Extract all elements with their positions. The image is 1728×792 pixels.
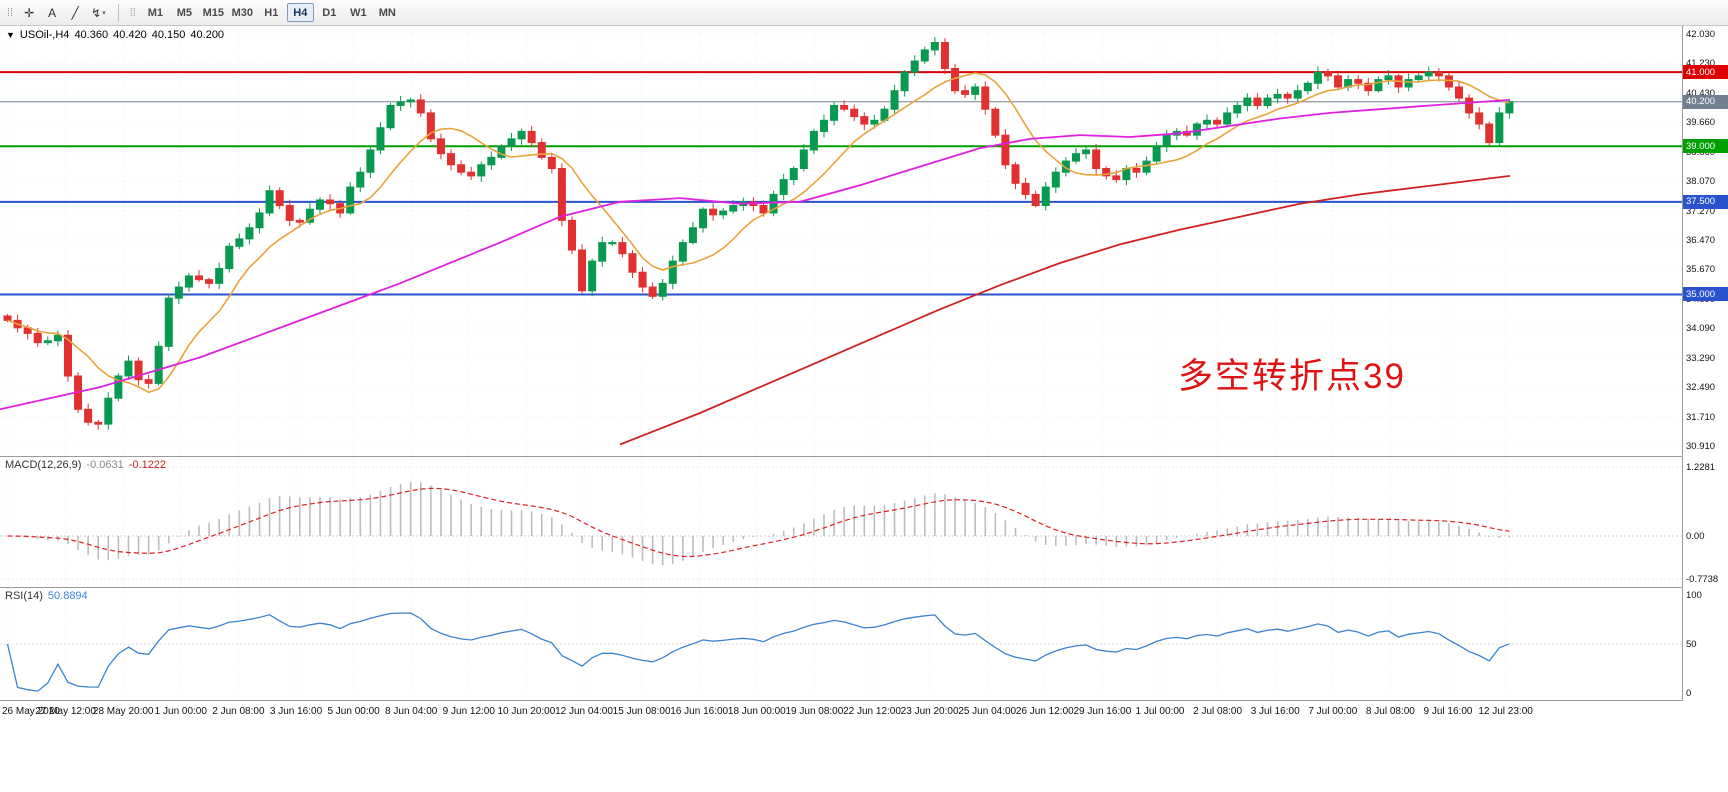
time-axis-label: 10 Jun 20:00 bbox=[497, 706, 556, 717]
time-axis-label: 3 Jun 16:00 bbox=[269, 706, 323, 717]
price-axis[interactable]: 42.03041.23040.43039.66038.86038.07037.2… bbox=[1682, 26, 1728, 701]
rsi-value: 50.8894 bbox=[47, 590, 88, 602]
time-axis-label: 2 Jun 08:00 bbox=[212, 706, 265, 717]
time-axis-label: 9 Jul 16:00 bbox=[1423, 706, 1473, 717]
macd-panel[interactable]: MACD(12,26,9) -0.0631 -0.1222 bbox=[0, 457, 1682, 587]
price-axis-tick: 40.430 bbox=[1686, 87, 1716, 99]
price-axis-tick: 31.710 bbox=[1686, 411, 1716, 423]
timeframe-button-m30[interactable]: M30 bbox=[231, 6, 254, 19]
macd-plot[interactable] bbox=[0, 457, 1682, 587]
high-value: 40.420 bbox=[113, 29, 147, 41]
rsi-axis-tick: 100 bbox=[1686, 590, 1702, 601]
timeframe-group: M1 M5 M15 M30 H1 H4 D1 W1 MN bbox=[141, 3, 402, 22]
time-axis-label: 26 May 2020 bbox=[2, 706, 60, 717]
rsi-axis-tick: 0 bbox=[1686, 688, 1692, 699]
rsi-plot[interactable] bbox=[0, 588, 1682, 700]
time-axis-label: 8 Jul 08:00 bbox=[1365, 706, 1415, 717]
chart-dropdown-icon[interactable]: ▼ bbox=[6, 30, 15, 40]
toolbar-drag-handle[interactable]: ⁞⁞ bbox=[7, 6, 14, 19]
price-panel[interactable]: ▼ USOil-,H4 40.360 40.420 40.150 40.200 … bbox=[0, 26, 1682, 456]
macd-main-value: -0.0631 bbox=[86, 459, 124, 471]
price-axis-tick: 34.090 bbox=[1686, 323, 1716, 335]
time-axis-label: 3 Jul 16:00 bbox=[1250, 706, 1300, 717]
price-axis-tick: 41.230 bbox=[1686, 58, 1716, 70]
timeframe-button-w1[interactable]: W1 bbox=[350, 6, 367, 19]
price-line-badge: 40.200 bbox=[1683, 94, 1728, 109]
panel-divider[interactable] bbox=[0, 456, 1728, 457]
timeframe-button-h4[interactable]: H4 bbox=[286, 3, 314, 22]
time-axis-label: 16 Jun 16:00 bbox=[670, 706, 729, 717]
price-axis-tick: 35.670 bbox=[1686, 264, 1716, 276]
timeframe-button-m5[interactable]: M5 bbox=[176, 6, 192, 19]
time-axis-label: 28 May 20:00 bbox=[92, 706, 154, 717]
chart-area: ▼ USOil-,H4 40.360 40.420 40.150 40.200 … bbox=[0, 26, 1728, 792]
macd-name: MACD(12,26,9) bbox=[5, 459, 82, 471]
time-axis-label: 2 Jul 08:00 bbox=[1193, 706, 1243, 717]
time-axis-label: 12 Jun 04:00 bbox=[555, 706, 613, 717]
macd-label: MACD(12,26,9) -0.0631 -0.1222 bbox=[5, 459, 166, 471]
chart-title: ▼ USOil-,H4 40.360 40.420 40.150 40.200 bbox=[6, 29, 224, 41]
macd-signal-value: -0.1222 bbox=[128, 459, 167, 471]
timeframe-button-m1[interactable]: M1 bbox=[147, 6, 163, 19]
time-axis-label: 18 Jun 00:00 bbox=[727, 706, 786, 717]
text-tool-button[interactable]: A bbox=[48, 5, 57, 20]
timeframe-button-mn[interactable]: MN bbox=[378, 6, 396, 19]
panel-divider[interactable] bbox=[0, 700, 1728, 701]
crosshair-tool-button[interactable]: ✛ bbox=[24, 5, 35, 20]
price-line-badge: 39.000 bbox=[1683, 139, 1728, 154]
price-axis-tick: 36.470 bbox=[1686, 235, 1716, 246]
macd-axis-tick: 0.00 bbox=[1686, 531, 1705, 542]
price-axis-tick: 38.070 bbox=[1686, 176, 1716, 188]
time-axis-label: 9 Jun 12:00 bbox=[442, 706, 495, 717]
price-axis-tick: 42.030 bbox=[1686, 29, 1716, 40]
rsi-panel[interactable]: RSI(14) 50.8894 bbox=[0, 588, 1682, 700]
price-line-badge: 37.500 bbox=[1683, 194, 1728, 209]
timeframe-button-d1[interactable]: D1 bbox=[322, 6, 337, 19]
time-axis-label: 7 Jul 00:00 bbox=[1308, 706, 1358, 717]
time-axis-label: 25 Jun 04:00 bbox=[958, 706, 1017, 717]
time-axis-label: 15 Jun 08:00 bbox=[612, 706, 671, 717]
toolbar: ⁞⁞ ✛ A ╱ ↯ ▾ ⁞⁞ M1 M5 M15 M30 H1 H4 D1 W1 MN bbox=[0, 0, 1728, 26]
rsi-axis-tick: 50 bbox=[1686, 639, 1697, 650]
price-line-badge: 35.000 bbox=[1683, 287, 1728, 302]
price-line-badge: 41.000 bbox=[1683, 65, 1728, 80]
low-value: 40.150 bbox=[151, 29, 186, 41]
time-axis-label: 8 Jun 04:00 bbox=[385, 706, 438, 717]
panel-divider[interactable] bbox=[0, 587, 1728, 588]
time-axis-label: 5 Jun 00:00 bbox=[327, 706, 380, 717]
close-value: 40.200 bbox=[190, 29, 225, 41]
time-axis-label: 12 Jul 23:00 bbox=[1478, 706, 1533, 717]
time-axis-label: 22 Jun 12:00 bbox=[843, 706, 901, 717]
symbol-period-label: USOil-,H4 bbox=[19, 29, 70, 41]
price-axis-tick: 37.270 bbox=[1686, 205, 1716, 217]
time-axis-label: 19 Jun 08:00 bbox=[785, 706, 844, 717]
time-axis-label: 1 Jul 00:00 bbox=[1135, 706, 1185, 717]
time-axis[interactable]: 26 May 2020 27 May 12:00 28 May 20:00 1 Jun… bbox=[0, 701, 1728, 792]
open-value: 40.360 bbox=[74, 29, 109, 41]
timeframe-drag-handle[interactable]: ⁞⁞ bbox=[129, 6, 136, 19]
time-axis-label: 26 Jun 12:00 bbox=[1015, 706, 1074, 717]
time-axis-label: 23 Jun 20:00 bbox=[900, 706, 959, 717]
time-axis-label: 29 Jun 16:00 bbox=[1073, 706, 1132, 717]
line-tools-group: ✛ A ╱ ↯ ▾ bbox=[18, 3, 110, 23]
chart-annotation: 多空转折点39 bbox=[1178, 357, 1406, 396]
price-axis-tick: 33.290 bbox=[1686, 352, 1716, 364]
time-axis-label: 1 Jun 00:00 bbox=[154, 706, 207, 717]
macd-axis-tick: 1.2281 bbox=[1686, 462, 1716, 473]
macd-axis-tick: -0.7738 bbox=[1686, 574, 1719, 585]
rsi-name: RSI(14) bbox=[5, 590, 43, 602]
timeframe-button-h1[interactable]: H1 bbox=[264, 6, 279, 19]
toolbar-separator bbox=[117, 3, 119, 22]
price-axis-tick: 30.910 bbox=[1686, 441, 1716, 453]
timeframe-button-m15[interactable]: M15 bbox=[202, 6, 225, 19]
indicators-dropdown-button[interactable]: ↯ ▾ bbox=[91, 5, 106, 20]
rsi-label: RSI(14) 50.8894 bbox=[5, 590, 88, 602]
price-axis-tick: 39.660 bbox=[1686, 117, 1716, 129]
candlestick-chart[interactable] bbox=[0, 26, 1682, 456]
price-axis-tick: 32.490 bbox=[1686, 382, 1716, 394]
trendline-tool-button[interactable]: ╱ bbox=[71, 5, 79, 20]
time-axis-label: 27 May 12:00 bbox=[35, 706, 96, 717]
